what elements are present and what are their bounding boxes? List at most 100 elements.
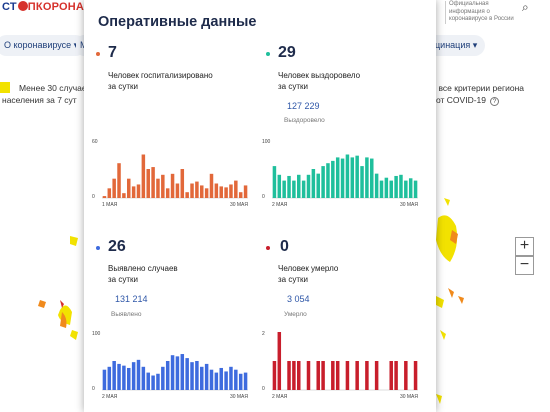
chart-bar[interactable]: [335, 361, 340, 390]
chart-bar[interactable]: [112, 361, 116, 390]
chart-bar[interactable]: [384, 177, 389, 198]
chart-bar[interactable]: [224, 187, 228, 198]
chart-bar[interactable]: [180, 354, 185, 390]
chart-bar[interactable]: [404, 180, 408, 198]
chart-bar[interactable]: [151, 375, 155, 391]
chart-bar[interactable]: [209, 173, 214, 198]
chart-bar[interactable]: [229, 184, 233, 198]
zoom-in-button[interactable]: +: [515, 237, 534, 256]
chart-bar[interactable]: [122, 365, 126, 390]
chart-bar[interactable]: [190, 362, 194, 390]
chart-bar[interactable]: [195, 361, 199, 390]
chart-bar[interactable]: [229, 366, 233, 390]
chart-bar[interactable]: [131, 362, 136, 390]
chart-bar[interactable]: [282, 180, 286, 198]
chart-bar[interactable]: [161, 174, 165, 198]
chart-bar[interactable]: [170, 173, 175, 198]
chart-bar[interactable]: [350, 157, 355, 198]
chart-bar[interactable]: [141, 154, 146, 199]
chart-bar[interactable]: [214, 372, 219, 390]
chart-bar[interactable]: [204, 188, 209, 198]
chart-bar[interactable]: [117, 163, 121, 198]
chart-bar[interactable]: [287, 175, 291, 198]
chart-bar[interactable]: [190, 183, 194, 199]
chart-bar[interactable]: [146, 169, 150, 198]
chart-bar[interactable]: [234, 369, 238, 390]
chart-bar[interactable]: [180, 169, 185, 198]
chart-bar[interactable]: [156, 178, 160, 198]
chart-bar[interactable]: [131, 186, 136, 198]
chart-bar[interactable]: [146, 372, 150, 390]
chart-bar[interactable]: [311, 169, 316, 198]
chart-bar[interactable]: [306, 174, 311, 198]
chart-bar[interactable]: [200, 366, 204, 390]
chart-bar[interactable]: [321, 361, 325, 390]
chart-bar[interactable]: [335, 157, 340, 198]
chart-bar[interactable]: [365, 157, 369, 198]
chart-bar[interactable]: [277, 332, 282, 390]
chart-bar[interactable]: [122, 193, 126, 198]
chart-bar[interactable]: [156, 373, 160, 390]
chart-bar[interactable]: [331, 160, 335, 198]
chart-bar[interactable]: [301, 180, 306, 198]
chart-bar[interactable]: [287, 361, 291, 390]
chart-bar[interactable]: [374, 173, 379, 198]
chart-bar[interactable]: [306, 361, 311, 390]
chart-bar[interactable]: [200, 185, 204, 198]
chart-bar[interactable]: [238, 373, 243, 390]
chart-bar[interactable]: [404, 361, 408, 390]
magnifier-icon[interactable]: ⌕: [522, 0, 529, 14]
nav-about-coronavirus[interactable]: О коронавирусе ▾: [0, 35, 87, 56]
chart-bar[interactable]: [141, 366, 146, 390]
chart-bar[interactable]: [355, 155, 359, 198]
chart-bar[interactable]: [234, 180, 238, 198]
chart-bar[interactable]: [161, 366, 165, 390]
chart-bar[interactable]: [399, 174, 403, 198]
chart-bar[interactable]: [107, 188, 112, 198]
chart-bar[interactable]: [277, 174, 282, 198]
chart-bar[interactable]: [297, 361, 301, 390]
chart-bar[interactable]: [204, 363, 209, 390]
chart-bar[interactable]: [136, 359, 141, 390]
chart-bar[interactable]: [379, 180, 384, 198]
chart-bar[interactable]: [272, 166, 277, 198]
chart-bar[interactable]: [243, 185, 248, 198]
chart-bar[interactable]: [389, 180, 393, 198]
chart-bar[interactable]: [107, 366, 112, 390]
chart-bar[interactable]: [117, 363, 121, 390]
chart-bar[interactable]: [185, 358, 189, 390]
chart-bar[interactable]: [316, 173, 320, 198]
chart-bar[interactable]: [102, 196, 107, 198]
chart-bar[interactable]: [127, 178, 131, 198]
chart-bar[interactable]: [355, 361, 359, 390]
chart-bar[interactable]: [219, 186, 223, 198]
chart-bar[interactable]: [370, 158, 374, 198]
chart-bar[interactable]: [243, 372, 248, 390]
chart-bar[interactable]: [345, 154, 350, 199]
chart-bar[interactable]: [175, 183, 180, 199]
chart-bar[interactable]: [238, 192, 243, 198]
chart-bar[interactable]: [326, 163, 330, 198]
stopcoronavirus-logo[interactable]: СТ ПКОРОНАВ: [2, 1, 92, 13]
chart-bar[interactable]: [214, 183, 219, 199]
chart-bar[interactable]: [165, 188, 170, 198]
info-icon[interactable]: ?: [490, 97, 499, 106]
chart-bar[interactable]: [374, 361, 379, 390]
chart-bar[interactable]: [170, 355, 175, 390]
chart-bar[interactable]: [136, 184, 141, 198]
chart-bar[interactable]: [321, 166, 325, 198]
nav-vaccination[interactable]: ацинация ▾: [422, 35, 486, 56]
chart-bar[interactable]: [292, 361, 296, 390]
zoom-out-button[interactable]: −: [515, 256, 534, 275]
chart-bar[interactable]: [331, 361, 335, 390]
chart-bar[interactable]: [389, 361, 393, 390]
chart-bar[interactable]: [195, 181, 199, 198]
chart-bar[interactable]: [292, 180, 296, 198]
chart-bar[interactable]: [224, 371, 228, 390]
chart-bar[interactable]: [316, 361, 320, 390]
chart-bar[interactable]: [365, 361, 369, 390]
chart-bar[interactable]: [165, 361, 170, 390]
chart-bar[interactable]: [340, 158, 345, 198]
chart-bar[interactable]: [112, 178, 116, 198]
chart-bar[interactable]: [185, 192, 189, 198]
